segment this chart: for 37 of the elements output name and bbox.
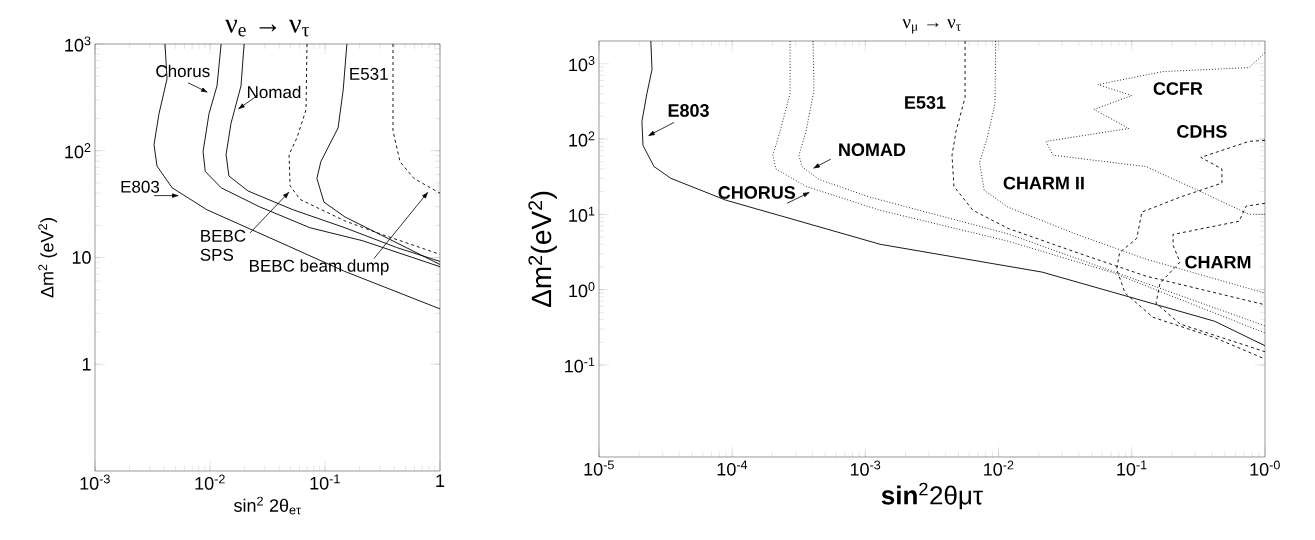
y-axis-title: Δm$^{2}$ (eV$^{2}$) <box>38 218 58 298</box>
series-label: NOMAD <box>839 143 906 157</box>
series-label: E531 <box>905 96 946 109</box>
x-tick-label: 10$^{-1}$ <box>310 474 340 490</box>
y-tick-label: 10$^{1}$ <box>569 206 595 222</box>
x-axis-title: sin$^{2}$ 2θ$_{eτ}$ <box>234 496 301 515</box>
x-tick-label: 10$^{-1}$ <box>1117 460 1147 476</box>
x-tick-label: 10$^{-2}$ <box>195 474 225 490</box>
x-tick-label: 1 <box>436 474 445 487</box>
y-tick-label: 10$^{2}$ <box>569 131 595 147</box>
legend-label: Nomad <box>247 85 301 99</box>
y-axis-title: Δm$^{2}$(eV$^{2}$) <box>528 191 557 308</box>
series-label: CCFR <box>1153 82 1203 95</box>
series-label: E803 <box>668 104 709 117</box>
series-label: E803 <box>121 180 160 193</box>
chart-title: ν$_{e}$ → ν$_{τ}$ <box>225 19 310 37</box>
x-tick-label: 10$^{-0}$ <box>1250 460 1280 476</box>
x-tick-label: 10$^{-2}$ <box>984 460 1014 476</box>
legend-label: CHORUS <box>718 186 796 199</box>
y-tick-label: 10$^{0}$ <box>569 282 595 298</box>
y-tick-label: 10$^{-1}$ <box>565 357 595 373</box>
x-tick-label: 10$^{-3}$ <box>80 474 110 490</box>
y-tick-label: 1 <box>82 358 91 371</box>
series-label: E531 <box>350 67 388 80</box>
y-tick-label: 10$^{3}$ <box>569 56 595 72</box>
chart-title: ν$_{μ}$ → ν$_{τ}$ <box>902 19 961 34</box>
series-label: CHARM <box>1185 255 1251 269</box>
x-axis-title: sin$^{2}$2θμτ <box>881 482 983 510</box>
text: BEBC SPS <box>200 229 246 261</box>
series-label: CDHS <box>1177 125 1227 138</box>
x-tick-label: 10$^{-4}$ <box>717 460 748 476</box>
series-label: CHARM II <box>1003 176 1084 190</box>
y-tick-label: 10$^{3}$ <box>65 36 91 52</box>
y-tick-label: 10$^{2}$ <box>65 143 91 159</box>
x-tick-label: 10$^{-3}$ <box>850 460 881 476</box>
y-tick-label: 10 <box>72 251 91 264</box>
x-tick-label: 10$^{-5}$ <box>584 460 614 476</box>
